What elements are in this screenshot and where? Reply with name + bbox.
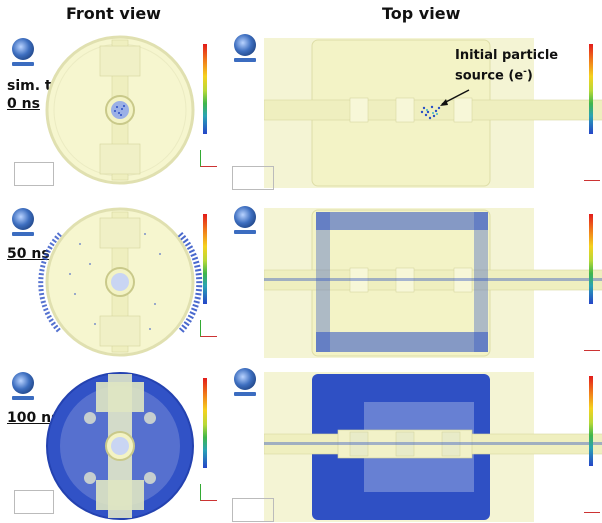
software-logo-icon <box>234 206 256 228</box>
time-label-0ns: 0 ns <box>7 96 40 112</box>
annotation-text: source (e <box>455 68 524 84</box>
annotation-close: ) <box>526 68 533 84</box>
software-logo-icon <box>234 368 256 390</box>
front-view-header: Front view <box>66 4 161 23</box>
software-logo-icon <box>12 372 34 394</box>
time-label-50ns: 50 ns <box>7 246 50 262</box>
software-logo-caption <box>234 230 256 234</box>
particle-source-annotation: Initial particle source (e-) <box>455 47 558 84</box>
annotation-line-1: Initial particle <box>455 48 559 63</box>
colorbar <box>203 214 207 304</box>
probe-legend <box>232 498 274 522</box>
annotation-superscript: - <box>523 67 527 77</box>
probe-legend <box>14 490 54 514</box>
top-view-render-100ns <box>264 372 602 522</box>
software-logo-icon <box>12 38 34 60</box>
axis-triad-icon <box>200 150 217 167</box>
front-view-render-50ns <box>38 207 203 357</box>
colorbar <box>203 378 207 468</box>
software-logo-icon <box>234 34 256 56</box>
top-view-header: Top view <box>382 4 461 23</box>
software-logo-caption <box>12 62 34 66</box>
probe-legend <box>232 166 274 190</box>
software-logo-caption <box>234 58 256 62</box>
software-logo-caption <box>234 392 256 396</box>
top-view-render-0ns <box>264 38 602 188</box>
colorbar <box>203 44 207 134</box>
annotation-line-2: source (e-) <box>455 64 558 84</box>
top-view-render-50ns <box>264 208 602 358</box>
axis-triad-icon <box>584 334 600 351</box>
axis-triad-icon <box>200 484 217 501</box>
front-view-render-0ns <box>45 35 195 185</box>
software-logo-caption <box>12 232 34 236</box>
probe-legend <box>14 162 54 186</box>
axis-triad-icon <box>584 164 600 181</box>
front-view-render-100ns <box>46 372 194 520</box>
colorbar <box>589 214 593 304</box>
axis-triad-icon <box>584 496 600 513</box>
software-logo-caption <box>12 396 34 400</box>
axis-triad-icon <box>200 320 217 337</box>
software-logo-icon <box>12 208 34 230</box>
time-label-100ns: 100 ns <box>7 410 60 426</box>
colorbar <box>589 44 593 134</box>
colorbar <box>589 376 593 466</box>
